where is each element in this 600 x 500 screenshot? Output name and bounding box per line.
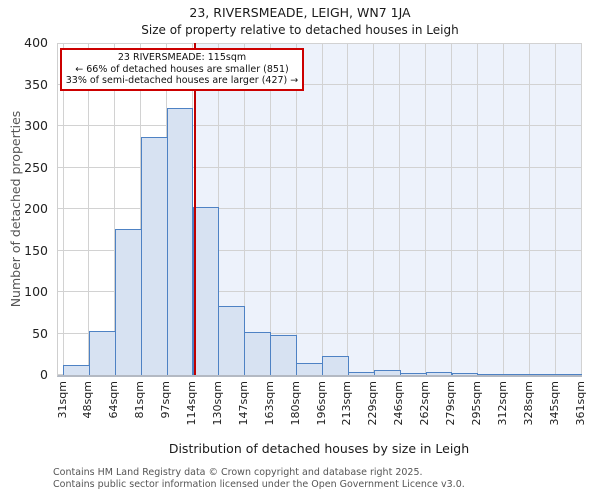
gridline-h (58, 83, 582, 85)
gridline-v (269, 43, 271, 375)
footer: Contains HM Land Registry data © Crown c… (53, 467, 465, 490)
gridline-h (58, 249, 582, 251)
gridline-v (88, 43, 90, 375)
property-size-marker-line (193, 43, 196, 375)
gridline-h (58, 332, 582, 334)
gridline-h (58, 208, 582, 209)
footer-line-2: Contains public sector information licen… (53, 478, 465, 490)
gridline-v (502, 43, 504, 375)
gridline-v (114, 43, 116, 375)
footer-line-1: Contains HM Land Registry data © Crown c… (53, 467, 423, 478)
x-tick-text: 312sqm (495, 381, 509, 426)
histogram-bar (88, 331, 116, 375)
gridline-v (62, 43, 64, 375)
gridline-v (347, 43, 349, 375)
histogram-bar (244, 331, 272, 375)
x-tick-text: 361sqm (573, 381, 587, 426)
gridline-h (58, 166, 582, 168)
plot-area: 23 RIVERSMEADE: 115sqm ← 66% of detached… (57, 43, 582, 377)
histogram-bar (218, 306, 246, 375)
x-tick-text: 114sqm (185, 381, 198, 426)
histogram-bar (555, 374, 582, 375)
y-tick-label: 150 (24, 242, 48, 258)
gridline-v (373, 43, 375, 375)
histogram-bar (63, 365, 90, 375)
histogram-bar (451, 373, 479, 375)
y-tick-label: 400 (24, 35, 48, 50)
histogram-bar (322, 355, 349, 375)
y-tick-label: 0 (40, 367, 48, 382)
gridline-v (321, 43, 323, 375)
x-tick-text: 345sqm (547, 381, 561, 426)
x-tick-text: 64sqm (107, 381, 121, 419)
gridline-v (295, 43, 297, 375)
histogram-bar (270, 335, 298, 375)
annotation-box: 23 RIVERSMEADE: 115sqm ← 66% of detached… (60, 48, 304, 91)
gridline-v (425, 43, 427, 375)
gridline-v (399, 43, 401, 375)
x-axis-title: Distribution of detached houses by size … (168, 441, 470, 456)
annotation-line-1: 23 RIVERSMEADE: 115sqm (117, 52, 247, 63)
gridline-v (476, 43, 478, 375)
gridline-h (58, 125, 582, 126)
histogram-bar (192, 207, 220, 375)
x-tick-text: 213sqm (340, 381, 354, 426)
shade-region (194, 43, 582, 375)
x-tick-text: 147sqm (236, 381, 250, 426)
x-tick-text: 295sqm (469, 381, 483, 426)
histogram-bar (529, 374, 557, 375)
annotation-line-2: ← 66% of detached houses are smaller (85… (75, 63, 289, 75)
gridline-v (554, 43, 556, 375)
histogram-bar (477, 374, 505, 375)
y-tick-label: 300 (24, 118, 48, 133)
x-tick-text: 48sqm (81, 381, 95, 419)
x-tick-text: 97sqm (159, 381, 173, 419)
x-tick-text: 196sqm (314, 381, 328, 426)
x-tick-text: 180sqm (288, 381, 302, 426)
x-tick-text: 246sqm (392, 381, 406, 426)
x-tick-text: 229sqm (366, 381, 380, 426)
histogram-bar (296, 363, 323, 375)
histogram-bar (399, 373, 427, 375)
x-tick-text: 81sqm (133, 381, 147, 419)
y-tick-label: 200 (24, 201, 48, 216)
histogram-bar (373, 370, 401, 375)
page-title: 23, RIVERSMEADE, LEIGH, WN7 1JA (189, 5, 411, 20)
x-tick-text: 163sqm (262, 381, 276, 426)
histogram-bar (425, 371, 453, 375)
histogram-bar (503, 374, 531, 375)
gridline-v (528, 43, 530, 375)
histogram-bar (140, 136, 168, 375)
x-tick-text: 328sqm (521, 381, 535, 426)
gridline-h (58, 43, 582, 44)
histogram-bar (347, 371, 375, 375)
x-tick-text: 130sqm (210, 381, 224, 426)
page-subtitle: Size of property relative to detached ho… (141, 23, 459, 37)
annotation-line-3: 33% of semi-detached houses are larger (… (65, 75, 299, 86)
gridline-v (580, 43, 582, 375)
y-tick-label: 100 (24, 284, 48, 299)
x-tick-text: 262sqm (418, 381, 432, 426)
histogram-bar (166, 107, 194, 375)
y-tick-label: 50 (32, 325, 48, 341)
x-tick-text: 279sqm (444, 381, 457, 426)
histogram-bar (114, 228, 142, 375)
gridline-v (243, 43, 245, 375)
y-tick-label: 350 (24, 76, 48, 92)
x-tick-text: 31sqm (55, 381, 69, 419)
gridline-v (451, 43, 452, 375)
gridline-h (58, 291, 582, 292)
y-tick-label: 250 (24, 159, 48, 175)
